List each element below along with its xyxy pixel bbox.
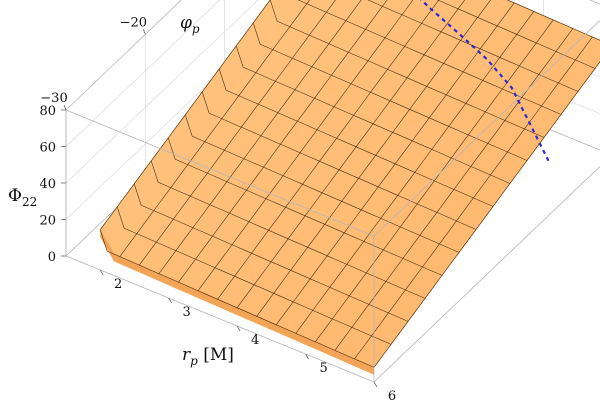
box-edge-front — [65, 109, 375, 237]
y-tick-label: −30 — [40, 91, 67, 106]
z-tick-label: 80 — [39, 104, 56, 119]
x-tick-label: 5 — [319, 361, 327, 376]
mesh-line-phi — [99, 229, 375, 368]
x-tick-mark — [168, 297, 173, 304]
z-tick-label: 60 — [39, 141, 56, 156]
z-tick-label: 40 — [39, 177, 56, 192]
mesh-line-phi — [167, 137, 443, 276]
mesh-line-phi — [116, 206, 392, 345]
surface-edge — [100, 229, 374, 375]
box-edge-front — [65, 255, 375, 383]
x-tick-mark — [99, 269, 104, 276]
x-tick-label: 3 — [183, 305, 191, 320]
axis-ticks: 234560204060800−10−20−30 — [39, 15, 396, 400]
y-axis-title: φp — [180, 13, 200, 36]
x-tick-mark — [236, 325, 241, 332]
mesh-line-phi — [133, 183, 409, 322]
bounding-box-front — [65, 19, 600, 383]
x-tick-mark — [373, 381, 378, 388]
y-tick-mark — [63, 104, 67, 111]
mesh-line-phi — [218, 68, 494, 207]
box-edge-back — [65, 0, 182, 111]
z-tick-label: 0 — [48, 250, 56, 265]
z-axis-title: Φ22 — [8, 186, 37, 209]
y-tick-mark — [142, 29, 146, 35]
mesh-line-phi — [506, 0, 600, 41]
x-tick-label: 6 — [388, 389, 396, 400]
mesh-line-phi — [252, 22, 528, 161]
box-edge-front — [373, 19, 600, 237]
x-tick-mark — [305, 353, 309, 360]
y-tick-label: −20 — [120, 15, 147, 30]
mesh-line-phi — [150, 160, 426, 299]
z-tick-label: 20 — [39, 214, 56, 229]
mesh-line-phi — [184, 114, 460, 253]
mesh-line-phi — [367, 0, 579, 92]
mesh-line-phi — [201, 91, 477, 230]
mesh-line-phi — [437, 0, 596, 69]
box-edge-front — [373, 165, 600, 383]
x-axis-title: rp [M] — [182, 345, 234, 368]
mesh-line-phi — [235, 45, 511, 184]
x-tick-label: 2 — [114, 277, 122, 292]
x-tick-label: 4 — [251, 333, 259, 348]
